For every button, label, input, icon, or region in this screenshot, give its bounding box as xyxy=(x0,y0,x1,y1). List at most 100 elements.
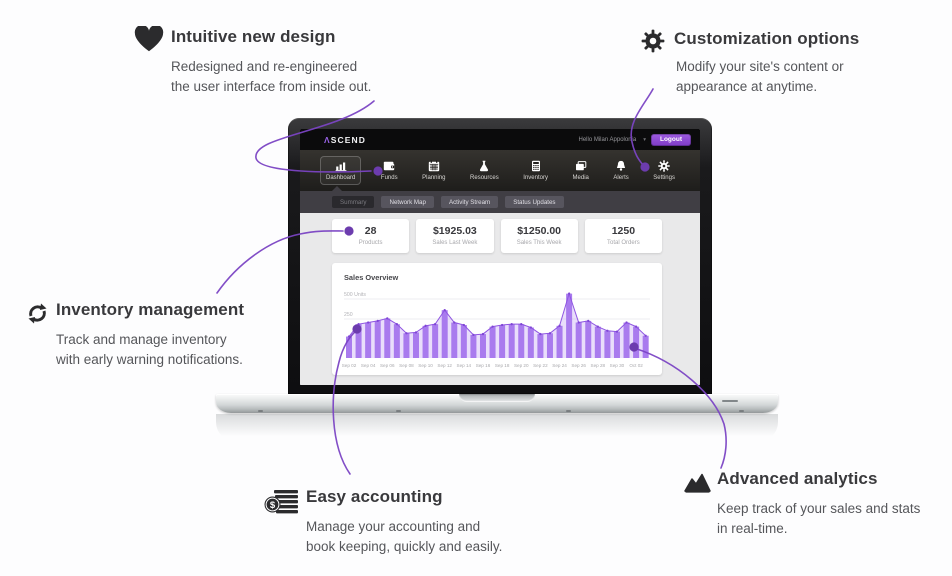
feature-desc-line: book keeping, quickly and easily. xyxy=(306,538,503,554)
feature-inventory: Inventory management Track and manage in… xyxy=(27,300,327,380)
dashboard-content: 28 Products $1925.03 Sales Last Week $1250.0… xyxy=(300,213,700,385)
heart-icon xyxy=(134,24,164,58)
tab-status-updates[interactable]: Status Updates xyxy=(505,196,564,208)
logout-button[interactable]: Logout xyxy=(650,133,691,146)
nav-label: Settings xyxy=(653,174,675,181)
user-greeting[interactable]: Hello Milan Appolonia xyxy=(578,136,637,143)
feature-desc-line: Redesigned and re-engineered xyxy=(171,59,358,74)
ledger-coin-icon: $ xyxy=(264,489,299,520)
nav-item-planning[interactable]: Planning xyxy=(417,157,450,184)
stat-label: Sales Last Week xyxy=(432,240,478,246)
svg-text:Sep 24: Sep 24 xyxy=(552,363,567,368)
dashboard-topbar: ΛSCEND Hello Milan Appolonia ▾ Logout xyxy=(300,129,700,150)
stat-label: Sales This Week xyxy=(516,240,562,246)
stat-value: 1250 xyxy=(611,225,636,237)
feature-desc-line: Track and manage inventory xyxy=(56,332,227,347)
nav-item-settings[interactable]: Settings xyxy=(648,157,680,184)
logo-text: SCEND xyxy=(330,134,367,145)
stat-card: $1250.00 Sales This Week xyxy=(500,219,578,253)
svg-text:Sep 06: Sep 06 xyxy=(380,363,395,368)
feature-title-accounting: Easy accounting xyxy=(306,487,443,506)
chevron-down-icon[interactable]: ▾ xyxy=(643,136,646,143)
feature-desc-line: the user interface from inside out. xyxy=(171,78,372,94)
stat-value: $1925.03 xyxy=(432,225,477,237)
stat-card: 1250 Total Orders xyxy=(584,219,662,253)
sales-overview-panel: 500 Units 250 Sales Overview Sep 02 Sep 04 Se… xyxy=(332,263,662,375)
bar-chart-icon xyxy=(335,160,347,172)
nav-item-alerts[interactable]: Alerts xyxy=(608,157,633,184)
svg-text:Oct 02: Oct 02 xyxy=(629,363,643,368)
tab-strip: Summary Network Map Activity Stream Status … xyxy=(300,191,700,213)
svg-text:Sep 02: Sep 02 xyxy=(342,363,357,368)
feature-title-analytics: Advanced analytics xyxy=(717,469,878,488)
feature-title-intuitive: Intuitive new design xyxy=(171,27,336,46)
flask-icon xyxy=(478,160,490,172)
svg-text:Sales Overview: Sales Overview xyxy=(344,273,398,282)
svg-text:Sep 22: Sep 22 xyxy=(533,363,548,368)
laptop-foot xyxy=(396,409,401,412)
nav-label: Inventory xyxy=(523,174,548,181)
feature-desc-line: Manage your accounting and xyxy=(306,519,481,534)
svg-text:Sep 08: Sep 08 xyxy=(399,363,414,368)
bell-icon xyxy=(615,160,627,172)
svg-text:Sep 16: Sep 16 xyxy=(476,363,491,368)
dashboard-screen: ΛSCEND Hello Milan Appolonia ▾ Logout Da… xyxy=(300,129,700,385)
nav-label: Dashboard xyxy=(326,174,356,181)
stat-card: $1925.03 Sales Last Week xyxy=(416,219,494,253)
stat-card: 28 Products xyxy=(332,219,410,253)
nav-item-inventory[interactable]: Inventory xyxy=(518,157,553,184)
tab-summary[interactable]: Summary xyxy=(332,196,375,208)
sync-icon xyxy=(27,303,48,329)
feature-intuitive: Intuitive new design Redesigned and re-e… xyxy=(134,24,434,106)
nav-item-resources[interactable]: Resources xyxy=(465,157,504,184)
wallet-icon xyxy=(383,160,395,172)
ascend-logo: ΛSCEND xyxy=(324,135,366,145)
stat-label: Total Orders xyxy=(607,240,640,246)
laptop-foot xyxy=(739,409,744,412)
svg-text:Sep 18: Sep 18 xyxy=(495,363,510,368)
feature-analytics: Advanced analytics Keep track of your sa… xyxy=(684,468,952,552)
svg-text:Sep 12: Sep 12 xyxy=(437,363,452,368)
feature-desc-line: appearance at anytime. xyxy=(676,78,818,94)
feature-accounting: $ Easy accounting Manage your accounting… xyxy=(264,486,564,570)
nav-label: Planning xyxy=(422,174,446,181)
svg-text:Sep 28: Sep 28 xyxy=(591,363,606,368)
tab-network-map[interactable]: Network Map xyxy=(381,196,434,208)
stat-value: 28 xyxy=(364,225,377,237)
feature-desc-line: with early warning notifications. xyxy=(56,351,243,367)
laptop-screen-bezel: ΛSCEND Hello Milan Appolonia ▾ Logout Da… xyxy=(288,118,712,394)
svg-text:Sep 20: Sep 20 xyxy=(514,363,529,368)
feature-desc-line: Modify your site's content or xyxy=(676,59,844,74)
laptop-foot xyxy=(258,409,263,412)
svg-text:Sep 14: Sep 14 xyxy=(457,363,472,368)
gear-icon xyxy=(641,29,665,58)
svg-text:Sep 26: Sep 26 xyxy=(571,363,586,368)
laptop-foot xyxy=(566,409,571,412)
nav-bar: Dashboard Funds Planning Resources Inventory… xyxy=(300,150,700,191)
nav-item-funds[interactable]: Funds xyxy=(376,157,403,184)
stat-value: $1250.00 xyxy=(517,225,562,237)
nav-item-media[interactable]: Media xyxy=(568,157,594,184)
sales-overview-chart: 500 Units 250 Sales Overview Sep 02 Sep 04 Se… xyxy=(342,273,650,368)
gear-icon xyxy=(658,160,670,173)
laptop-base xyxy=(216,394,778,413)
feature-title-inventory: Inventory management xyxy=(56,300,245,319)
svg-text:500 Units: 500 Units xyxy=(344,292,366,298)
calendar-icon xyxy=(428,160,440,172)
svg-text:Sep 10: Sep 10 xyxy=(418,363,433,368)
nav-label: Alerts xyxy=(613,174,629,181)
nav-item-dashboard[interactable]: Dashboard xyxy=(320,156,362,185)
tab-activity-stream[interactable]: Activity Stream xyxy=(440,196,499,208)
feature-desc-line: Keep track of your sales and stats xyxy=(717,501,921,516)
feature-desc-line: in real-time. xyxy=(717,520,788,536)
svg-text:Sep 30: Sep 30 xyxy=(610,363,625,368)
calculator-icon xyxy=(530,160,542,172)
active-nav-pointer xyxy=(332,186,342,191)
nav-label: Resources xyxy=(470,174,499,181)
stat-label: Products xyxy=(358,240,383,246)
laptop-latch-notch xyxy=(459,394,535,402)
stats-row: 28 Products $1925.03 Sales Last Week $1250.0… xyxy=(332,219,662,253)
nav-label: Media xyxy=(572,174,589,181)
logo-lambda: Λ xyxy=(324,134,331,145)
svg-text:250: 250 xyxy=(344,312,353,318)
